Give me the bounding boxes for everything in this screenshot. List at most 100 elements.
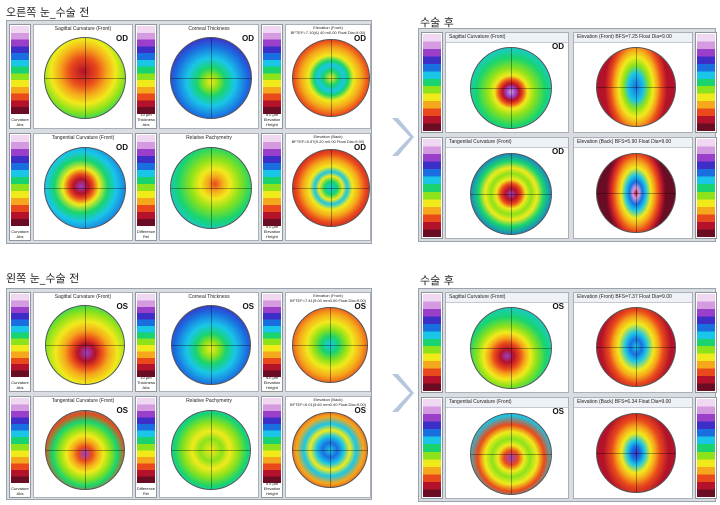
curvature-scale: Curvature Abs (9, 292, 31, 392)
crosshair-line (636, 154, 637, 232)
relative-pachymetry-map[interactable]: Relative Pachymetry (159, 133, 259, 241)
crosshair-line (331, 150, 332, 226)
corneal-map-disc (170, 147, 252, 229)
od-pre-op-panel: Curvature Abs Curvature Abs Sagittal Cur… (6, 20, 372, 244)
od-post-op-panel: Sagittal Curvature (Front) OD Elevation … (418, 28, 717, 242)
scale-caption: Curvature Abs (11, 117, 29, 127)
map-selector[interactable]: Elevation (Back) BFS=6.34 Float Dia=9.00 (574, 398, 692, 408)
elevation-back-map[interactable]: Elevation (Back) BFS=6.34 Float Dia=9.00 (573, 397, 693, 499)
relative-pachymetry-map[interactable]: Relative Pachymetry (159, 396, 259, 498)
crosshair-line (471, 454, 551, 455)
chevron-right-icon (392, 118, 414, 156)
elevation-front-map[interactable]: Elevation (Front) BFTEF=7.41(5.00 mm0.00 … (285, 292, 371, 392)
map-selector[interactable]: Elevation (Front) BFS=7.25 Float Dia=9.0… (574, 33, 692, 43)
color-scale-bar (423, 139, 441, 237)
map-selector[interactable]: Elevation (Back) BFS=5.90 Float Dia=9.00 (574, 138, 692, 148)
scale-caption: Difference Rel (136, 486, 156, 496)
sagittal-curvature-map[interactable]: Sagittal Curvature (Front) OD (445, 32, 569, 133)
crosshair-line (636, 414, 637, 492)
map-title: Corneal Thickness (188, 26, 230, 32)
color-scale-bar (423, 34, 441, 131)
elevation-front-map[interactable]: Elevation (Front) BFS=7.25 Float Dia=9.0… (573, 32, 693, 133)
os-post-op-panel: Sagittal Curvature (Front) OS Elevation … (418, 288, 717, 502)
crosshair-line (211, 306, 212, 384)
map-title: Sagittal Curvature (Front) (54, 294, 112, 300)
crosshair-line (511, 48, 512, 128)
map-title: Sagittal Curvature (Front) (54, 26, 112, 32)
map-selector[interactable]: Elevation (Front) BFS=7.37 Float Dia=9.0… (574, 293, 692, 303)
curvature-scale (421, 397, 443, 499)
sagittal-curvature-map[interactable]: Sagittal Curvature (Front) OS (33, 292, 133, 392)
elevation-scale: 5.0 µm Elevation Height (261, 24, 283, 129)
elevation-back-map[interactable]: Elevation (Back) BFS=5.90 Float Dia=9.00 (573, 137, 693, 239)
map-title: Relative Pachymetry (186, 398, 232, 404)
curvature-scale: Curvature Abs (9, 133, 31, 241)
map-title: Elevation (Front) BFTEF=7.41(5.00 mm0.00 … (289, 293, 367, 303)
corneal-map-disc (44, 37, 126, 119)
map-selector[interactable]: Sagittal Curvature (Front) (446, 33, 568, 43)
left-eye-pre-op-title: 왼쪽 눈_수술 전 (6, 272, 80, 285)
left-eye-post-op-title: 수술 후 (420, 274, 454, 287)
crosshair-line (85, 306, 86, 384)
corneal-thickness-map[interactable]: Corneal Thickness OD (159, 24, 259, 129)
elevation-scale: 5.0 µm Elevation Height (261, 396, 283, 498)
scale-caption: 5.0 µm Elevation Height (263, 481, 281, 496)
crosshair-line (471, 194, 551, 195)
crosshair-line (330, 413, 331, 487)
sagittal-curvature-map[interactable]: Sagittal Curvature (Front) OD (33, 24, 133, 129)
elevation-back-map[interactable]: Elevation (Back) BFTEF=6.01(5.60 mm0.40 F… (285, 396, 371, 498)
tangential-curvature-map[interactable]: Tangential Curvature (Front) OD (445, 137, 569, 239)
color-scale-bar (11, 135, 29, 226)
crosshair-line (211, 148, 212, 228)
elevation-front-map[interactable]: Elevation (Front) BFTEF=7.10(A) 40 m0.00 … (285, 24, 371, 129)
map-selector[interactable]: Tangential Curvature (Front) (446, 398, 568, 408)
tangential-curvature-map[interactable]: Tangential Curvature (Front) OD (33, 133, 133, 241)
color-scale-bar (423, 294, 441, 391)
crosshair-line (171, 78, 251, 79)
color-scale-bar (697, 139, 715, 237)
eye-label: OS (116, 302, 128, 311)
crosshair-line (172, 450, 250, 451)
corneal-map-disc (596, 47, 676, 127)
elevation-scale (695, 137, 717, 239)
crosshair-line (636, 48, 637, 126)
crosshair-line (636, 308, 637, 386)
eye-label: OD (116, 143, 128, 152)
sagittal-curvature-map[interactable]: Sagittal Curvature (Front) OS (445, 292, 569, 393)
elevation-front-map[interactable]: Elevation (Front) BFS=7.37 Float Dia=9.0… (573, 292, 693, 393)
color-scale-bar (137, 398, 155, 483)
crosshair-line (172, 345, 250, 346)
tangential-curvature-map[interactable]: Tangential Curvature (Front) OS (33, 396, 133, 498)
corneal-map-disc (292, 412, 368, 488)
corneal-map-disc (292, 149, 370, 227)
color-scale-bar (137, 294, 155, 377)
scale-caption: Curvature Abs (11, 380, 29, 390)
corneal-map-disc (292, 39, 370, 117)
color-scale-bar (697, 34, 715, 131)
scale-caption: 5.0 µm Elevation Height (263, 375, 281, 390)
scale-caption: Curvature Abs (11, 229, 29, 239)
elevation-back-map[interactable]: Elevation (Back) BFTEF=5.57(5.20 m0.00 Fl… (285, 133, 371, 241)
eye-label: OD (354, 34, 366, 43)
tangential-curvature-map[interactable]: Tangential Curvature (Front) OS (445, 397, 569, 499)
color-scale-bar (263, 135, 281, 226)
color-scale-bar (263, 26, 281, 114)
crosshair-line (511, 308, 512, 388)
color-scale-bar (137, 26, 155, 114)
elevation-scale: 5.0 µm Elevation Height (261, 133, 283, 241)
corneal-map-disc (44, 147, 126, 229)
chevron-right-icon (392, 374, 414, 412)
crosshair-line (46, 345, 124, 346)
crosshair-line (85, 148, 86, 228)
scale-caption: Curvature Abs (11, 486, 29, 496)
map-title: Tangential Curvature (Front) (51, 398, 115, 404)
elevation-scale: 5.0 µm Elevation Height (261, 292, 283, 392)
crosshair-line (293, 450, 367, 451)
crosshair-line (331, 40, 332, 116)
eye-label: OS (116, 406, 128, 415)
map-selector[interactable]: Tangential Curvature (Front) (446, 138, 568, 148)
crosshair-line (293, 78, 369, 79)
corneal-thickness-map[interactable]: Corneal Thickness OS (159, 292, 259, 392)
map-selector[interactable]: Sagittal Curvature (Front) (446, 293, 568, 303)
corneal-map-disc (470, 413, 552, 495)
